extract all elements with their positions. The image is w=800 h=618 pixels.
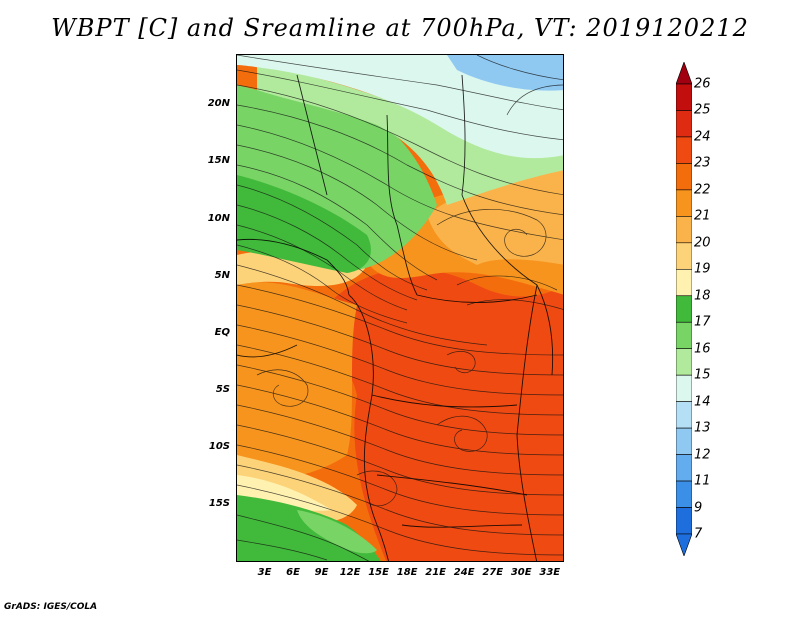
colorbar-level-label: 25 [694,102,711,118]
colorbar-swatch [676,374,692,402]
map-title: WBPT [C] and Sreamline at 700hPa, VT: 20… [51,14,749,42]
lat-tick-label: 10N [207,212,230,224]
field-cool-north [237,55,563,159]
lat-tick-label: 20N [207,98,230,110]
colorbar-swatch [676,110,692,138]
lat-tick-label: 5S [215,383,230,395]
field-dark-green-north [237,175,371,273]
colorbar-level-label: 18 [694,288,711,304]
colorbar-swatch [676,427,692,455]
colorbar-swatch [676,401,692,429]
lon-tick-label: 33E [539,567,561,578]
lat-tick-label: 10S [208,440,230,452]
lat-tick-label: 15N [207,155,230,167]
field-red-orange [325,268,563,561]
colorbar-swatch [676,348,692,376]
lon-tick-label: 21E [425,567,447,578]
lon-tick-label: 30E [510,567,532,578]
colorbar-level-label: 16 [694,341,711,357]
colorbar-swatch [676,295,692,323]
colorbar-level-label: 20 [694,235,711,251]
field-green-south [297,510,377,554]
lon-tick-label: 12E [339,567,361,578]
lon-tick-label: 15E [368,567,389,578]
wbpt-field-map [237,55,563,561]
colorbar-swatch [676,136,692,164]
colorbar-level-label: 13 [694,420,711,436]
colorbar-level-label: 21 [694,208,711,224]
colorbar-level-label: 9 [694,500,703,516]
lon-tick-label: 3E [257,567,272,578]
colorbar-level-label: 12 [694,447,711,463]
lat-tick-label: EQ [214,326,230,338]
country-borders [237,74,554,561]
colorbar-swatch [676,83,692,111]
streamlines [237,55,563,561]
colorbar-level-label: 14 [694,394,711,410]
colorbar-swatch [676,189,692,217]
field-orange-west [237,282,357,479]
colorbar-swatch [676,454,692,482]
map-panel [236,54,564,562]
colorbar-max-arrow [676,62,692,85]
colorbar-level-label: 15 [694,367,711,383]
colorbar [676,62,692,556]
lon-tick-label: 18E [396,567,418,578]
colorbar-level-label: 22 [694,182,711,198]
colorbar-level-label: 24 [694,129,711,145]
colorbar-level-label: 26 [694,76,711,92]
field-light-green [257,65,563,205]
footer-credit: GrADS: IGES/COLA [4,602,98,612]
colorbar-min-arrow [676,533,692,556]
lat-tick-label: 5N [214,269,230,281]
colorbar-swatch [676,216,692,244]
colorbar-swatch [676,163,692,191]
colorbar-level-label: 11 [694,473,711,489]
colorbar-swatch [676,268,692,297]
lon-tick-label: 6E [286,567,300,578]
colorbar-swatch [676,321,692,350]
lat-tick-label: 15S [208,497,230,509]
colorbar-level-label: 19 [694,261,711,277]
lon-tick-label: 9E [314,567,329,578]
colorbar-swatch [676,480,692,508]
colorbar-level-label: 7 [694,526,703,542]
colorbar-swatch [676,242,692,270]
colorbar-level-label: 23 [694,155,711,171]
colorbar-swatch [676,507,692,535]
colorbar-level-label: 17 [694,314,711,330]
lon-tick-label: 24E [453,567,475,578]
field-blue-north [447,55,563,91]
field-light-orange [427,170,563,265]
lon-tick-label: 27E [482,567,504,578]
